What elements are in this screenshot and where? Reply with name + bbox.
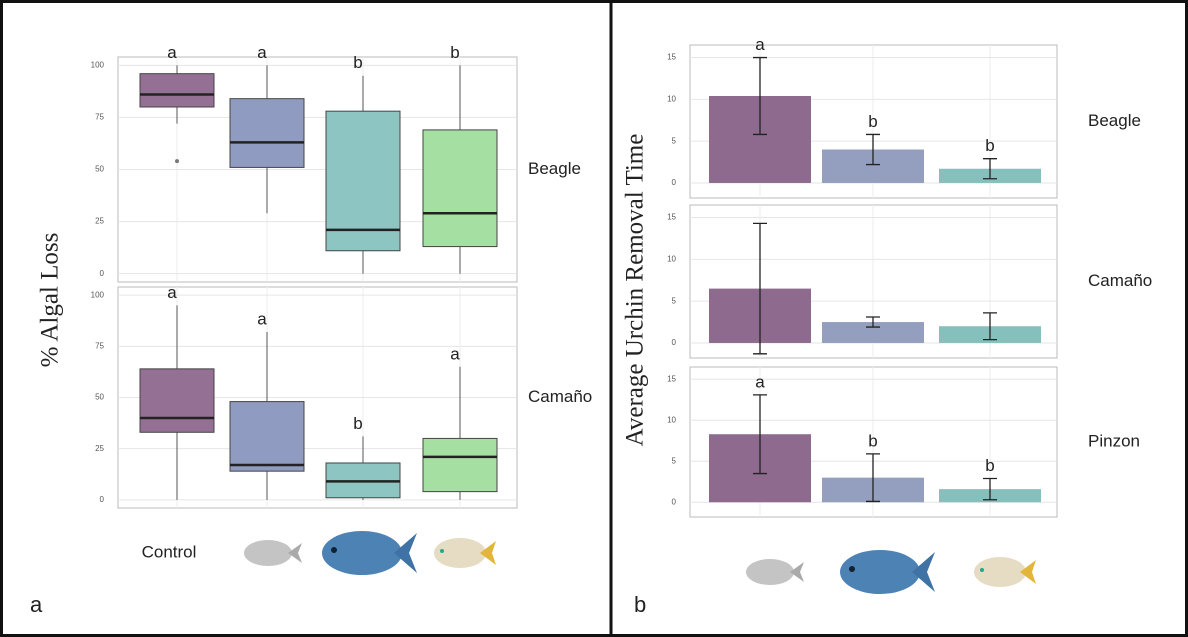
y-tick-label: 75 bbox=[95, 341, 104, 350]
box bbox=[325, 110, 401, 252]
panel-label: a bbox=[30, 592, 43, 617]
fish-yellowtail bbox=[974, 557, 1036, 587]
facet-label: Pinzon bbox=[1088, 431, 1140, 450]
y-tick-label: 15 bbox=[667, 374, 676, 383]
error-bar bbox=[753, 394, 767, 475]
error-bar bbox=[753, 222, 767, 355]
letter: b bbox=[985, 136, 994, 155]
y-tick-label: 50 bbox=[95, 393, 104, 402]
x-tick-label: Control bbox=[142, 542, 197, 561]
letter: b bbox=[868, 112, 877, 131]
letter: b bbox=[868, 431, 877, 450]
y-tick-label: 10 bbox=[667, 415, 676, 424]
y-tick-label: 5 bbox=[672, 296, 677, 305]
y-tick-label: 50 bbox=[95, 165, 104, 174]
letter: b bbox=[985, 456, 994, 475]
fish-gray bbox=[244, 540, 302, 566]
y-tick-label: 0 bbox=[672, 338, 677, 347]
box bbox=[422, 129, 498, 248]
error-bar bbox=[866, 316, 880, 328]
letter: a bbox=[450, 344, 460, 363]
y-tick-label: 0 bbox=[672, 497, 677, 506]
letter: a bbox=[167, 283, 177, 302]
y-tick-label: 10 bbox=[667, 94, 676, 103]
fish-blue bbox=[840, 550, 935, 594]
box bbox=[229, 98, 305, 168]
y-tick-label: 100 bbox=[91, 290, 105, 299]
y-tick-label: 15 bbox=[667, 53, 676, 62]
error-bar bbox=[866, 453, 880, 503]
letter: a bbox=[257, 43, 267, 62]
outlier bbox=[175, 159, 179, 164]
box bbox=[139, 368, 215, 433]
box bbox=[139, 73, 215, 108]
panel-label: b bbox=[634, 592, 646, 617]
letter: b bbox=[353, 53, 362, 72]
y-tick-label: 25 bbox=[95, 444, 104, 453]
bar bbox=[822, 322, 924, 343]
y-tick-label: 5 bbox=[672, 136, 677, 145]
y-tick-label: 5 bbox=[672, 456, 677, 465]
fish-blue bbox=[322, 531, 417, 575]
y-tick-label: 15 bbox=[667, 213, 676, 222]
box bbox=[229, 401, 305, 472]
y-axis-title: % Algal Loss bbox=[37, 233, 64, 368]
y-tick-label: 0 bbox=[100, 495, 105, 504]
facet-label: Beagle bbox=[1088, 111, 1141, 130]
y-tick-label: 100 bbox=[91, 60, 105, 69]
error-bar bbox=[753, 56, 767, 136]
facet-label: Beagle bbox=[528, 159, 581, 178]
fish-icons bbox=[244, 531, 1036, 594]
y-tick-label: 0 bbox=[672, 178, 677, 187]
error-bar bbox=[983, 477, 997, 501]
fish-yellowtail bbox=[434, 538, 496, 568]
y-tick-label: 75 bbox=[95, 113, 104, 122]
error-bar bbox=[866, 133, 880, 166]
letter: a bbox=[257, 310, 267, 329]
facet-label: Camaño bbox=[1088, 271, 1152, 290]
box bbox=[422, 437, 498, 493]
letter: b bbox=[450, 43, 459, 62]
y-tick-label: 10 bbox=[667, 254, 676, 263]
letter: a bbox=[755, 35, 765, 54]
y-tick-label: 0 bbox=[100, 269, 105, 278]
facet-label: Camaño bbox=[528, 387, 592, 406]
error-bar bbox=[983, 158, 997, 180]
y-axis-title: Average Urchin Removal Time bbox=[622, 134, 649, 447]
y-tick-label: 25 bbox=[95, 217, 104, 226]
fish-gray bbox=[746, 559, 804, 585]
error-bar bbox=[983, 312, 997, 341]
letter: a bbox=[167, 43, 177, 62]
letter: b bbox=[353, 414, 362, 433]
letter: a bbox=[755, 372, 765, 391]
